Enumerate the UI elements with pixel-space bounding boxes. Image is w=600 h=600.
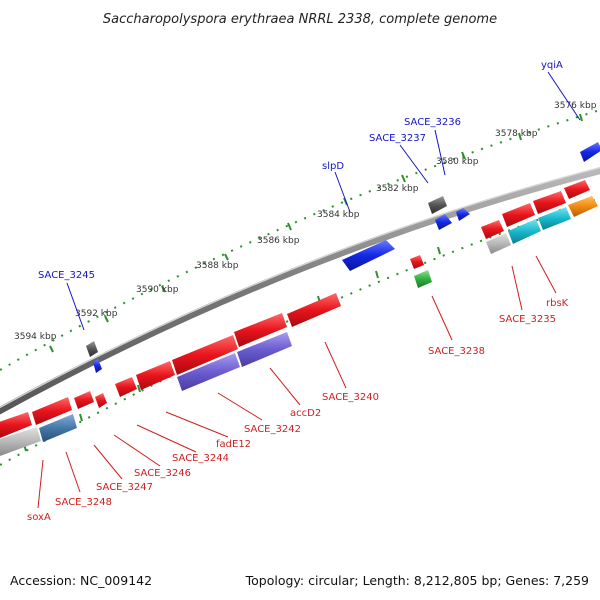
gene-soxA-partner[interactable] <box>0 412 32 438</box>
kbp-label: 3582 kbp <box>376 184 419 194</box>
genome-summary-text: Topology: circular; Length: 8,212,805 bp… <box>245 573 589 588</box>
gene-label-SACE_3248[interactable]: SACE_3248 <box>55 497 112 508</box>
gene-block[interactable] <box>568 196 598 217</box>
kbp-label: 3592 kbp <box>75 309 118 319</box>
gene-block[interactable] <box>177 353 240 391</box>
map-title: Saccharopolyspora erythraea NRRL 2338, c… <box>103 12 497 27</box>
kbp-label: 3580 kbp <box>436 157 479 167</box>
backbone-highlight <box>0 166 600 409</box>
gene-SACE_3235[interactable] <box>486 233 511 254</box>
kbp-label: 3588 kbp <box>196 261 239 271</box>
gene-SACE_3238-partner[interactable] <box>410 255 424 269</box>
forward-leader-lines <box>66 71 581 331</box>
gene-slpD[interactable] <box>342 240 395 271</box>
gene-block[interactable] <box>237 332 292 367</box>
gene-block[interactable] <box>39 414 77 442</box>
gene-SACE_3237-partner[interactable] <box>428 196 447 214</box>
gene-fadE12[interactable] <box>136 361 175 390</box>
gene-SACE_3242[interactable] <box>172 335 238 375</box>
gene-label-SACE_3236[interactable]: SACE_3236 <box>404 117 461 128</box>
gene-label-SACE_3240[interactable]: SACE_3240 <box>322 392 379 403</box>
reverse-strand-genes-lower <box>0 196 598 456</box>
gene-label-SACE_3246[interactable]: SACE_3246 <box>134 468 191 479</box>
kbp-label: 3578 kbp <box>495 129 538 139</box>
gene-SACE_3237[interactable] <box>435 214 452 230</box>
gene-label-soxA[interactable]: soxA <box>27 512 51 523</box>
gene-SACE_3246[interactable] <box>95 393 107 408</box>
gene-block[interactable] <box>481 220 504 239</box>
reverse-gene-labels: rbsK SACE_3235 SACE_3238 SACE_3240 accD2… <box>27 298 569 523</box>
forward-tick-ring <box>0 109 600 371</box>
gene-block[interactable] <box>502 203 535 227</box>
gene-label-rbsK[interactable]: rbsK <box>546 298 569 309</box>
gene-block[interactable] <box>508 219 541 244</box>
gene-label-SACE_3244[interactable]: SACE_3244 <box>172 453 229 464</box>
gene-SACE_3245-partner[interactable] <box>86 341 98 357</box>
gene-label-fadE12[interactable]: fadE12 <box>216 439 251 450</box>
reverse-strand-genes-upper <box>0 180 590 438</box>
kbp-label: 3576 kbp <box>554 101 597 111</box>
kbp-label: 3590 kbp <box>136 285 179 295</box>
gene-label-accD2[interactable]: accD2 <box>290 408 321 419</box>
gene-block[interactable] <box>533 191 566 214</box>
gene-rbsK[interactable] <box>538 207 571 230</box>
accession-text: Accession: NC_009142 <box>10 573 152 588</box>
chromosome-backbone <box>0 166 600 415</box>
forward-major-ticks <box>49 113 583 353</box>
gene-block[interactable] <box>0 427 41 456</box>
gene-SACE_3244[interactable] <box>115 377 137 397</box>
gene-SACE_3247[interactable] <box>74 391 94 409</box>
kbp-labels: 3576 kbp 3578 kbp 3580 kbp 3582 kbp 3584… <box>14 101 597 342</box>
reverse-leader-lines <box>37 255 557 509</box>
gene-SACE_3240[interactable] <box>287 293 341 327</box>
gene-SACE_3245[interactable] <box>93 359 102 373</box>
gene-block[interactable] <box>564 180 590 199</box>
gene-label-slpD[interactable]: slpD <box>322 161 344 172</box>
gene-yqiA[interactable] <box>580 142 600 162</box>
gene-label-SACE_3238[interactable]: SACE_3238 <box>428 346 485 357</box>
gene-label-SACE_3235[interactable]: SACE_3235 <box>499 314 556 325</box>
gene-label-SACE_3242[interactable]: SACE_3242 <box>244 424 301 435</box>
kbp-label: 3584 kbp <box>317 210 360 220</box>
gene-label-SACE_3247[interactable]: SACE_3247 <box>96 482 153 493</box>
gene-SACE_3236[interactable] <box>456 208 470 221</box>
gene-label-SACE_3237[interactable]: SACE_3237 <box>369 133 426 144</box>
forward-strand-genes <box>86 142 600 373</box>
kbp-label: 3594 kbp <box>14 332 57 342</box>
gene-label-yqiA[interactable]: yqiA <box>541 60 563 71</box>
gene-accD2[interactable] <box>234 313 287 347</box>
kbp-label: 3586 kbp <box>257 236 300 246</box>
gene-SACE_3248[interactable] <box>32 397 72 425</box>
forward-gene-labels: yqiA SACE_3236 SACE_3237 slpD SACE_3245 <box>38 60 563 281</box>
gene-label-SACE_3245[interactable]: SACE_3245 <box>38 270 95 281</box>
gene-SACE_3238[interactable] <box>414 270 432 288</box>
